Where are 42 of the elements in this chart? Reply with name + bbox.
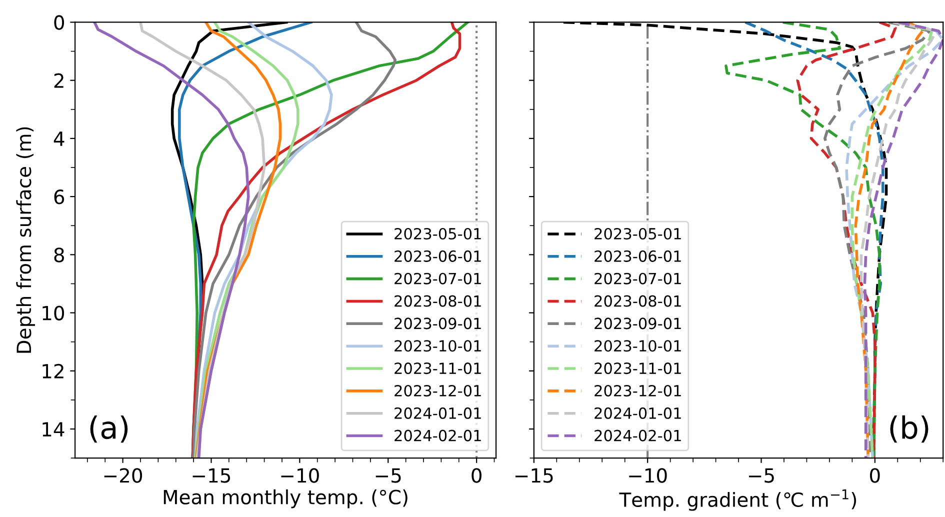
y-tick-label: 2 <box>54 73 64 88</box>
legend-label: 2023-09-01 <box>394 318 481 330</box>
x-tick-label: −5 <box>376 468 401 483</box>
legend-label: 2024-01-01 <box>594 407 681 419</box>
y-tick-label: 6 <box>54 190 64 204</box>
legend-label: 2023-10-01 <box>394 340 481 352</box>
legend-label: 2023-11-01 <box>594 362 681 374</box>
x-tick-label: −10 <box>281 468 319 483</box>
x-tick-label: 0 <box>472 468 482 483</box>
legend-label: 2023-08-01 <box>594 295 681 307</box>
legend-label: 2023-12-01 <box>594 384 681 396</box>
x-tick-label: −10 <box>629 468 667 483</box>
legend-label: 2024-02-01 <box>594 430 681 442</box>
legend-label: 2023-09-01 <box>594 318 681 330</box>
x-tick-label: −15 <box>192 468 230 483</box>
legend-label: 2023-12-01 <box>394 384 481 396</box>
annotation: (a) <box>90 415 128 443</box>
x-axis-title: Temp. gradient (℃ m$^{−1}$) <box>619 489 856 511</box>
legend-label: 2023-08-01 <box>394 295 481 307</box>
legend-label: 2024-02-01 <box>394 430 481 442</box>
legend-label: 2023-10-01 <box>594 340 681 352</box>
legend-label: 2023-05-01 <box>394 228 481 240</box>
x-tick-label: 0 <box>870 468 880 483</box>
x-tick-label: −5 <box>748 468 774 483</box>
legend-label: 2023-06-01 <box>594 250 681 262</box>
legend-label: 2023-07-01 <box>394 272 481 284</box>
legend-label: 2023-11-01 <box>394 362 481 374</box>
legend-label: 2023-07-01 <box>594 272 681 284</box>
y-tick-label: 12 <box>42 364 64 378</box>
legend-label: 2023-06-01 <box>394 250 481 262</box>
y-tick-label: 8 <box>54 248 64 262</box>
x-tick-label: −20 <box>104 468 142 483</box>
y-tick-label: 14 <box>42 422 64 436</box>
annotation: (b) <box>890 415 928 443</box>
y-axis-title: Depth from surface (m) <box>16 127 36 353</box>
legend-label: 2024-01-01 <box>394 407 481 419</box>
x-axis-title: Mean monthly temp. (°C) <box>164 489 408 508</box>
y-tick-label: 10 <box>42 306 64 320</box>
y-tick-label: 0 <box>54 15 64 30</box>
x-tick-label: −15 <box>515 468 553 483</box>
legend-label: 2023-05-01 <box>594 228 681 240</box>
y-tick-label: 4 <box>54 132 64 146</box>
